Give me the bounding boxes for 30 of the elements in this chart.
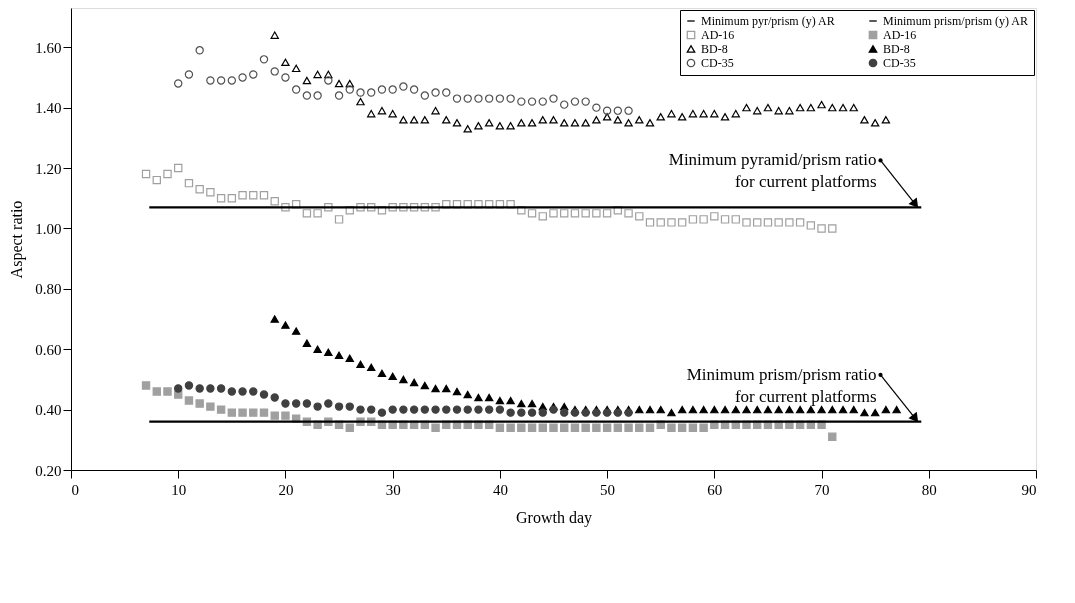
y-axis-title: Aspect ratio (8, 200, 27, 279)
x-tick-label: 50 (600, 481, 616, 498)
y-tick-label: 0.60 (35, 341, 62, 358)
annotation: Minimum pyramid/prism ratio for current platforms (668, 150, 877, 192)
legend-label: BD-8 (883, 42, 910, 56)
x-tick-label: 30 (385, 481, 401, 498)
legend-label: BD-8 (701, 42, 728, 56)
y-tick-label: 0.20 (35, 462, 62, 479)
legend-label: AD-16 (701, 28, 735, 42)
legend-label: AD-16 (883, 28, 917, 42)
y-tick-label: 0.80 (35, 281, 62, 298)
x-tick-label: 10 (171, 481, 187, 498)
x-tick-label: 0 (71, 481, 79, 498)
x-axis-title: Growth day (516, 508, 592, 527)
x-tick-label: 40 (492, 481, 508, 498)
x-tick-label: 80 (921, 481, 937, 498)
y-tick-label: 1.20 (35, 160, 62, 177)
legend-label: CD-35 (701, 56, 734, 70)
legend-label: Minimum pyr/prism (y) AR (701, 14, 835, 28)
legend-label: CD-35 (883, 56, 916, 70)
y-tick-label: 1.00 (35, 220, 62, 237)
x-tick-label: 60 (707, 481, 723, 498)
legend-label: Minimum prism/prism (y) AR (883, 14, 1029, 28)
y-tick-label: 0.40 (35, 402, 62, 419)
y-tick-label: 1.60 (35, 39, 62, 56)
x-tick-label: 70 (814, 481, 830, 498)
y-tick-label: 1.40 (35, 100, 62, 117)
annotation: Minimum prism/prism ratio for current platforms (686, 364, 877, 406)
x-tick-label: 20 (278, 481, 294, 498)
x-tick-label: 90 (1021, 481, 1037, 498)
